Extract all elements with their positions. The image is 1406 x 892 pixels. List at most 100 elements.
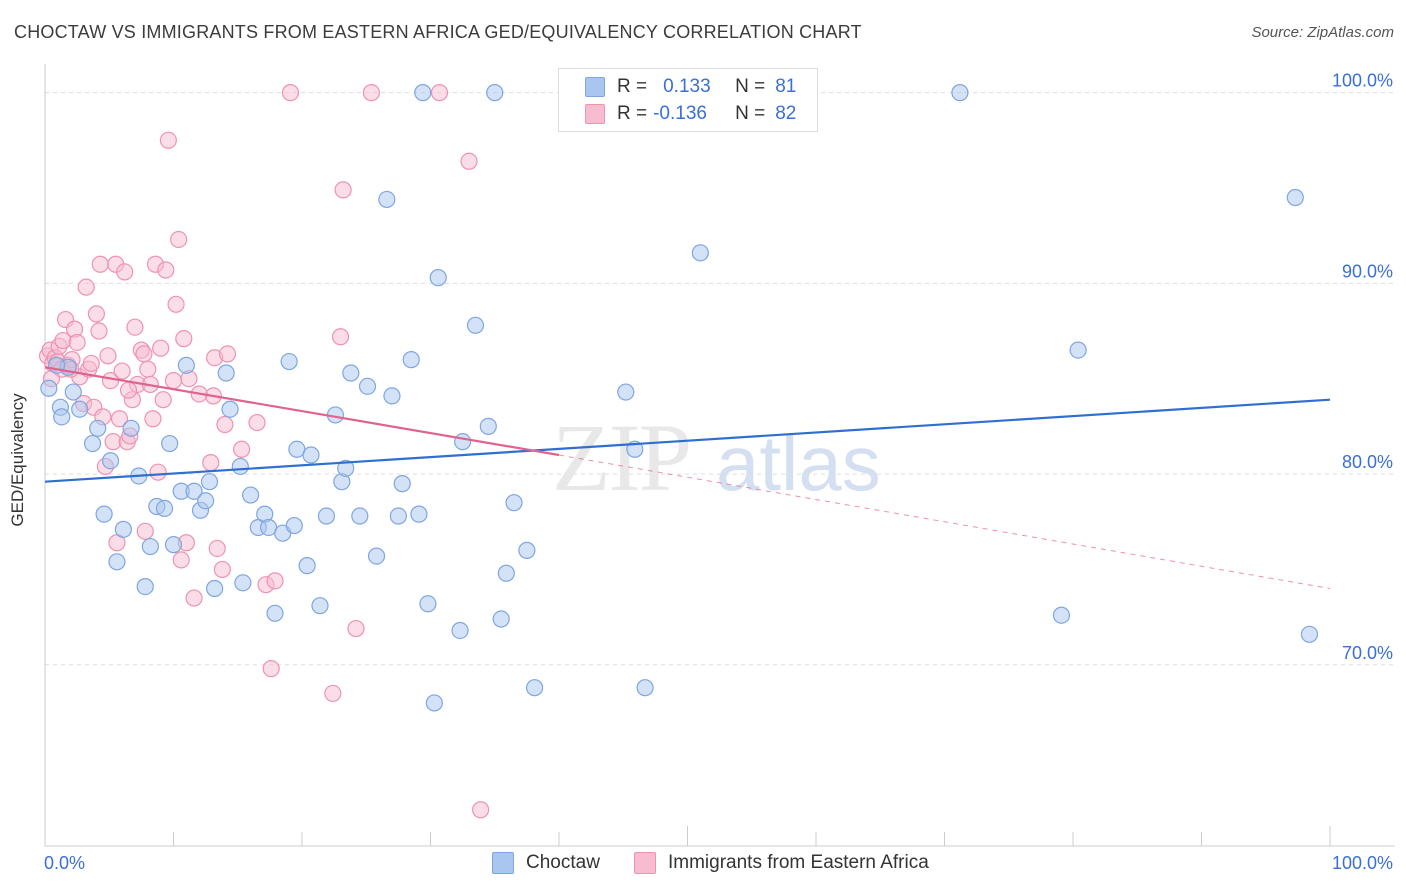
choctaw-point — [451, 621, 469, 640]
r-label: R = — [617, 103, 648, 124]
ea-point — [472, 801, 490, 819]
choctaw-point — [155, 499, 174, 518]
choctaw-point — [1286, 188, 1304, 207]
choctaw-point — [410, 505, 428, 523]
choctaw-point — [425, 694, 443, 712]
ea-point — [202, 454, 220, 472]
ea-point — [167, 295, 185, 313]
choctaw-point — [351, 507, 369, 525]
choctaw-point — [200, 473, 219, 491]
choctaw-trend-line — [44, 398, 1331, 483]
ea-point — [213, 560, 231, 579]
ea-point — [159, 131, 177, 149]
bottom-legend-choctaw: Choctaw — [492, 852, 600, 874]
choctaw-point — [71, 400, 89, 418]
ea-point — [218, 345, 237, 363]
ea-trend-line — [44, 366, 560, 457]
choctaw-point — [389, 507, 407, 525]
ea-point — [87, 305, 106, 323]
choctaw-point — [342, 364, 360, 382]
ea-point — [362, 84, 380, 102]
choctaw-point — [402, 351, 420, 369]
choctaw-point — [337, 459, 355, 477]
choctaw-point — [206, 579, 224, 598]
y-tick-label: 70.0% — [1342, 643, 1393, 663]
ea-point — [175, 330, 193, 348]
ea-point — [334, 181, 352, 199]
choctaw-point — [83, 434, 102, 453]
choctaw-point — [231, 457, 249, 476]
choctaw-point — [177, 356, 195, 374]
ea-point — [113, 362, 131, 380]
chart-title: CHOCTAW VS IMMIGRANTS FROM EASTERN AFRIC… — [14, 22, 862, 42]
ea-point — [216, 415, 234, 434]
watermark-atlas: atlas — [716, 419, 881, 507]
ea-point — [119, 381, 138, 399]
y-tick-label: 100.0% — [1332, 71, 1393, 91]
ea-point — [170, 230, 188, 249]
tick-labels: 70.0% 80.0% 90.0% 100.0% 0.0% 100.0% — [44, 71, 1393, 873]
choctaw-legend-label: Choctaw — [526, 852, 600, 873]
choctaw-point — [302, 446, 320, 464]
ea-trend-extension — [558, 454, 1331, 590]
ea-legend-label: Immigrants from Eastern Africa — [668, 852, 929, 873]
choctaw-point — [383, 387, 401, 405]
ea-point — [185, 589, 203, 607]
choctaw-point — [108, 553, 126, 571]
ea-point — [116, 263, 134, 281]
ea-point — [152, 339, 170, 357]
choctaw-point — [280, 352, 298, 371]
n-value: 81 — [775, 76, 797, 97]
choctaw-point — [298, 557, 316, 575]
source-label: Source: ZipAtlas.com — [1251, 24, 1394, 41]
choctaw-point — [185, 482, 203, 500]
ea-point — [157, 261, 175, 279]
n-label: N = — [735, 103, 766, 124]
ea-point — [99, 347, 117, 365]
legend-row-choctaw: R = 0.133 N = 81 — [585, 75, 796, 99]
ea-point — [248, 413, 266, 432]
ea-point — [139, 360, 157, 378]
ea-point — [233, 440, 251, 458]
choctaw-point — [419, 595, 437, 613]
choctaw-legend-swatch — [492, 852, 514, 874]
ea-point — [149, 463, 167, 481]
ea-point — [136, 522, 154, 540]
ea-point — [164, 372, 183, 390]
ea-legend-swatch — [634, 852, 656, 874]
ea-point — [144, 410, 162, 428]
choctaw-point — [378, 190, 396, 209]
choctaw-point — [242, 486, 260, 504]
choctaw-point — [691, 244, 709, 262]
ea-point — [77, 278, 95, 296]
choctaw-point — [1069, 341, 1087, 359]
watermark-zip: ZIP — [552, 404, 690, 511]
choctaw-points — [40, 84, 1319, 712]
choctaw-point — [414, 84, 432, 102]
choctaw-point — [466, 316, 485, 334]
choctaw-point — [95, 505, 113, 523]
y-tick-label: 80.0% — [1342, 452, 1393, 472]
choctaw-point — [525, 679, 544, 697]
ea-point — [154, 391, 172, 409]
choctaw-point — [429, 269, 447, 287]
choctaw-point — [497, 564, 515, 582]
trend-lines — [44, 366, 1331, 590]
choctaw-point — [114, 520, 132, 538]
ea-point — [281, 84, 300, 102]
ea-point — [262, 660, 280, 678]
r-label: R = — [617, 76, 648, 97]
choctaw-point — [518, 541, 536, 559]
ea-point — [347, 619, 365, 638]
choctaw-point — [1052, 606, 1071, 624]
x-tick-label-max: 100.0% — [1332, 853, 1393, 873]
choctaw-point — [311, 597, 329, 615]
choctaw-point — [234, 574, 252, 592]
choctaw-point — [89, 419, 107, 437]
ea-point — [172, 551, 190, 569]
bottom-legend-ea: Immigrants from Eastern Africa — [634, 852, 929, 874]
choctaw-point — [40, 379, 58, 397]
ea-point — [324, 684, 342, 703]
choctaw-point — [161, 434, 179, 453]
choctaw-point — [367, 547, 386, 565]
